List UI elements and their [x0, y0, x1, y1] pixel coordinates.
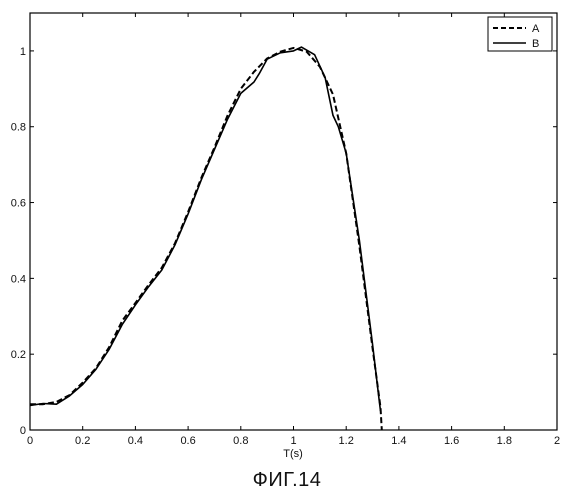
- y-tick-label: 0.2: [11, 349, 26, 361]
- x-axis-label: T(s): [283, 448, 303, 460]
- y-tick-label: 0.6: [11, 198, 26, 210]
- x-tick-label: 0: [27, 435, 33, 447]
- x-axis-ticks: 0 0.2 0.4 0.6 0.8 1 1.2 1.4 1.6 1.8 2: [27, 13, 560, 447]
- legend-label-b: B: [532, 38, 539, 50]
- legend-label-a: A: [532, 23, 540, 35]
- series-layer: [30, 47, 382, 430]
- y-tick-label: 0.4: [11, 273, 26, 285]
- x-tick-label: 1.6: [444, 435, 459, 447]
- legend: A B: [488, 17, 552, 51]
- x-tick-label: 2: [554, 435, 560, 447]
- x-tick-label: 1.8: [497, 435, 512, 447]
- x-tick-label: 0.2: [75, 435, 90, 447]
- series-line-a: [30, 48, 382, 430]
- x-tick-label: 1.4: [391, 435, 406, 447]
- plot-frame: [30, 13, 557, 430]
- y-tick-label: 0.8: [11, 122, 26, 134]
- x-tick-label: 1.2: [339, 435, 354, 447]
- y-tick-label: 1: [20, 46, 26, 58]
- y-tick-label: 0: [20, 425, 26, 437]
- x-tick-label: 0.8: [233, 435, 248, 447]
- y-axis-ticks: 0 0.2 0.4 0.6 0.8 1: [11, 46, 557, 437]
- figure-caption: ФИГ.14: [0, 469, 574, 492]
- legend-box: [488, 17, 552, 51]
- x-tick-label: 0.6: [180, 435, 195, 447]
- series-line-b: [30, 47, 381, 411]
- x-tick-label: 1: [290, 435, 296, 447]
- x-tick-label: 0.4: [128, 435, 143, 447]
